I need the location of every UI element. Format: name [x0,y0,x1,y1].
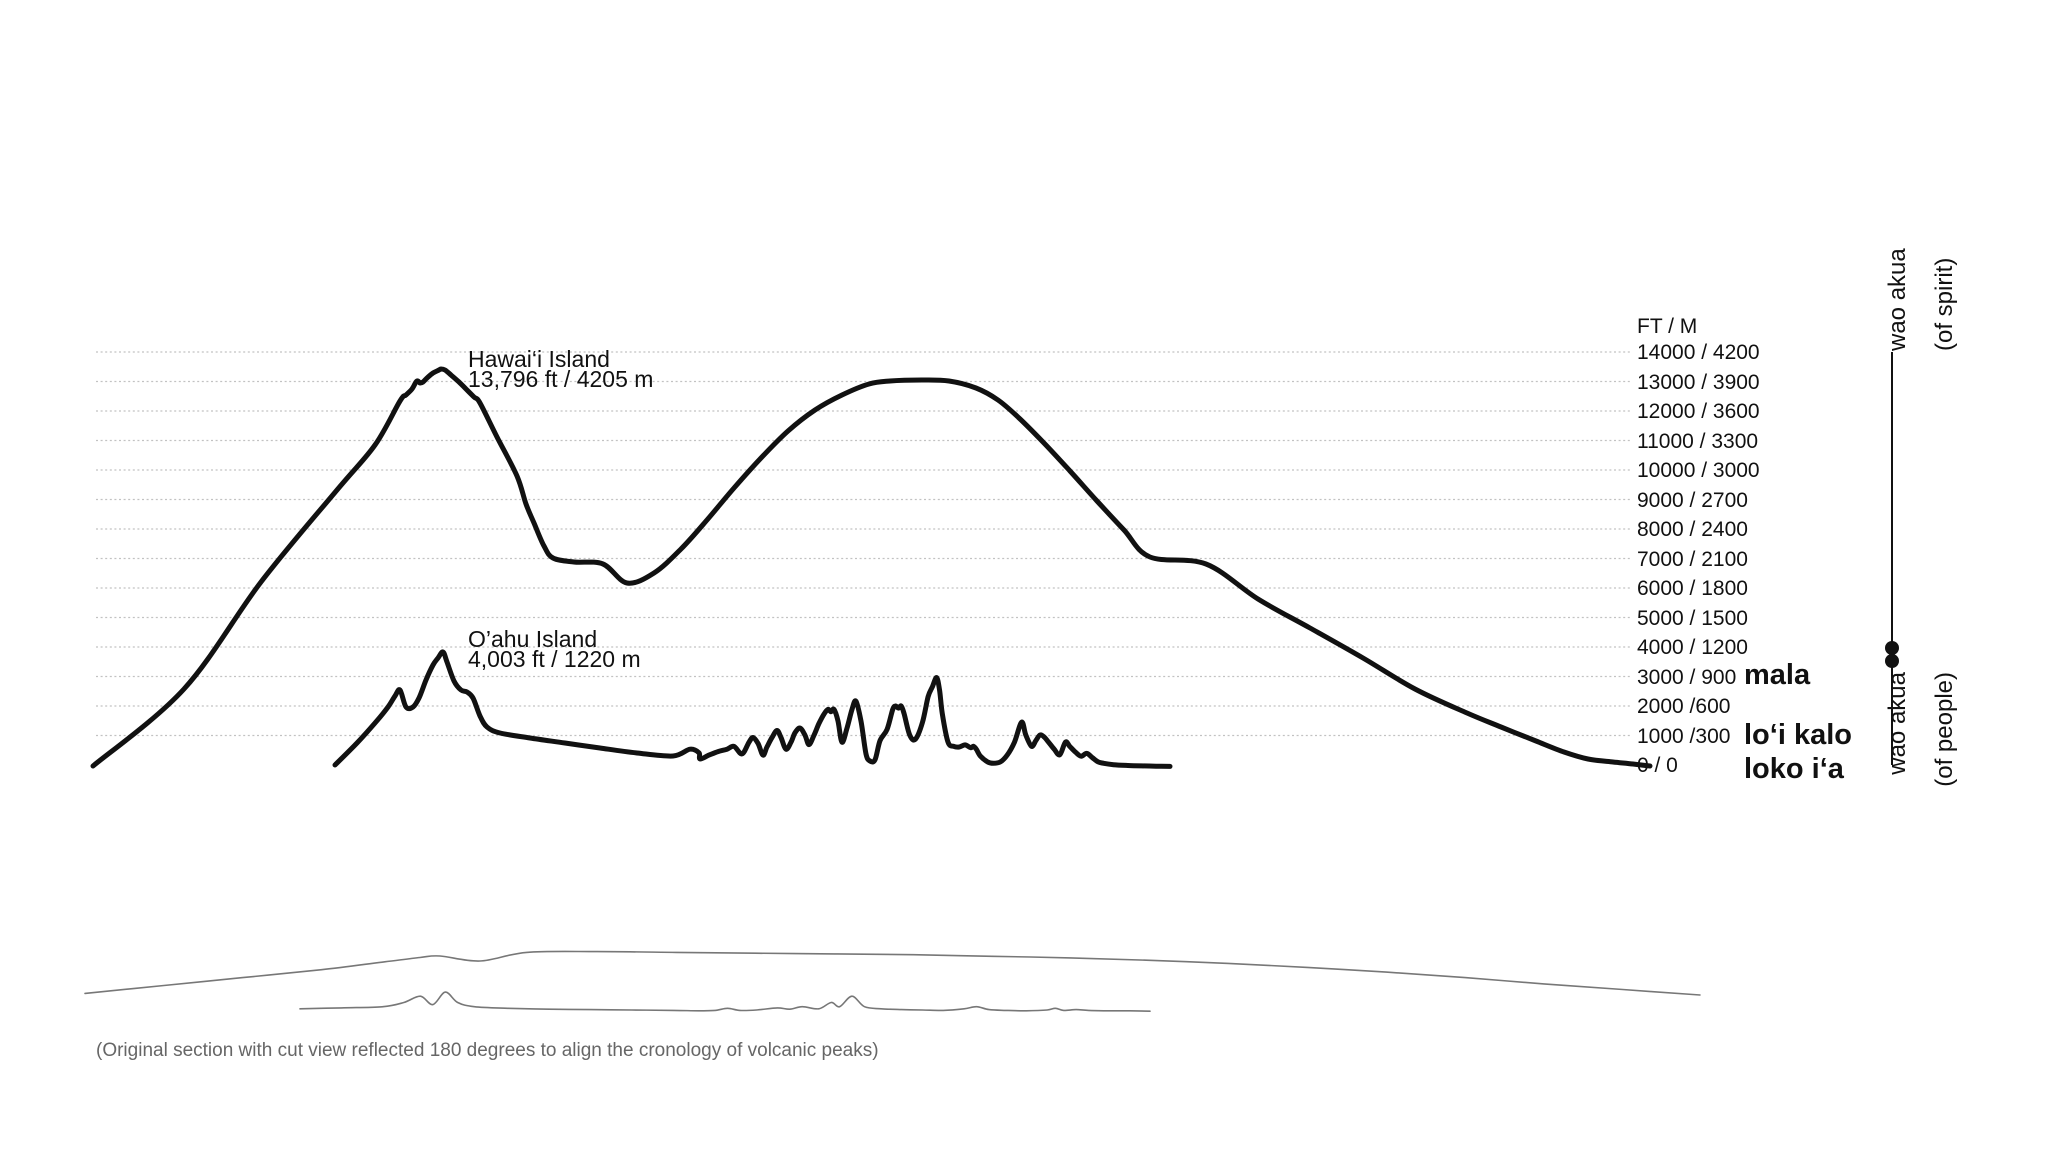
svg-text:4,003 ft / 1220 m: 4,003 ft / 1220 m [468,646,641,672]
svg-text:wao akua: wao akua [1884,671,1911,775]
svg-text:3000 / 900: 3000 / 900 [1637,666,1736,689]
svg-text:(Original section with cut vie: (Original section with cut view reflecte… [96,1040,879,1061]
svg-text:(of spirit): (of spirit) [1931,258,1958,351]
svg-text:11000 / 3300: 11000 / 3300 [1637,430,1758,453]
svg-text:5000 / 1500: 5000 / 1500 [1637,607,1748,630]
svg-text:10000 / 3000: 10000 / 3000 [1637,459,1760,482]
svg-text:8000 / 2400: 8000 / 2400 [1637,518,1748,541]
svg-text:(of people): (of people) [1931,672,1958,787]
svg-text:12000 / 3600: 12000 / 3600 [1637,400,1760,423]
svg-text:13000 / 3900: 13000 / 3900 [1637,371,1760,394]
svg-text:14000 / 4200: 14000 / 4200 [1637,341,1760,364]
svg-text:wao akua: wao akua [1884,248,1911,352]
svg-text:mala: mala [1744,659,1811,691]
svg-text:9000 / 2700: 9000 / 2700 [1637,489,1748,512]
svg-text:lo‘i kalo: lo‘i kalo [1744,719,1852,751]
svg-text:4000 / 1200: 4000 / 1200 [1637,636,1748,659]
svg-text:loko i‘a: loko i‘a [1744,753,1845,785]
svg-text:7000 / 2100: 7000 / 2100 [1637,548,1748,571]
svg-text:FT / M: FT / M [1637,315,1697,338]
svg-text:13,796 ft / 4205 m: 13,796 ft / 4205 m [468,366,653,392]
svg-text:6000 / 1800: 6000 / 1800 [1637,577,1748,600]
svg-text:1000 /300: 1000 /300 [1637,725,1730,748]
svg-text:2000 /600: 2000 /600 [1637,695,1730,718]
